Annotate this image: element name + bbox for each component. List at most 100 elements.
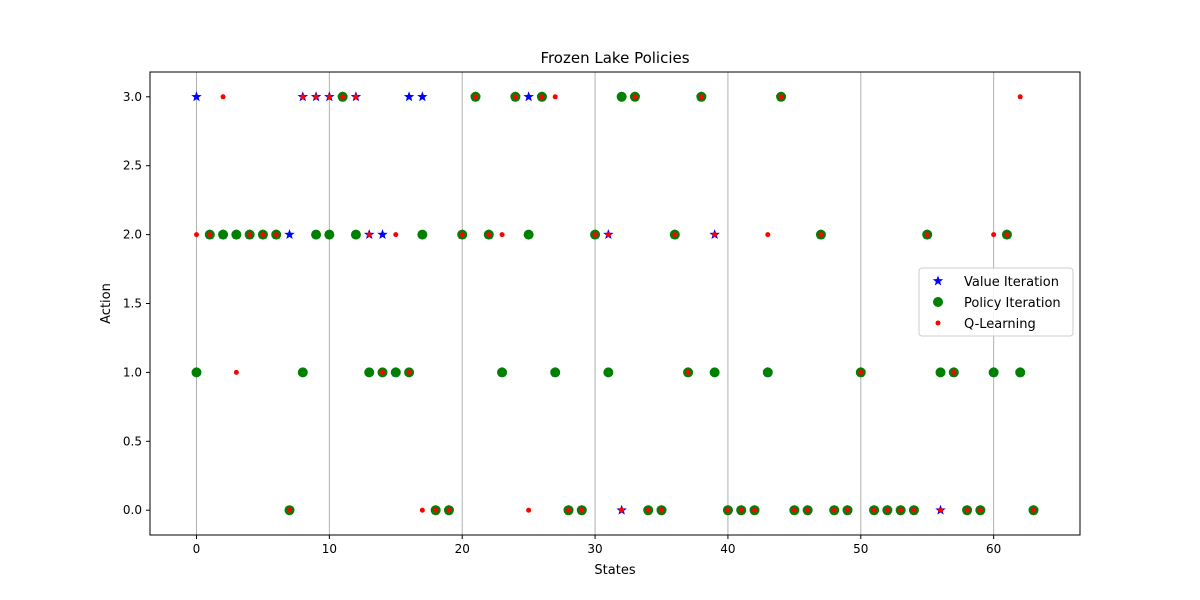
point-policy-iteration	[218, 229, 229, 240]
point-q-learning	[752, 507, 757, 513]
point-policy-iteration	[523, 229, 534, 240]
point-q-learning	[672, 232, 678, 238]
y-tick-label: 2.0	[123, 228, 142, 242]
point-q-learning	[765, 232, 771, 238]
point-q-learning	[605, 232, 611, 238]
point-q-learning	[645, 507, 651, 513]
point-q-learning	[1004, 232, 1010, 238]
point-q-learning	[1017, 94, 1023, 100]
point-policy-iteration	[191, 367, 202, 378]
y-tick-label: 2.5	[123, 159, 142, 173]
point-q-learning	[526, 507, 532, 513]
data-points	[191, 91, 1039, 516]
point-q-learning	[964, 507, 970, 513]
y-tick-label: 0.5	[123, 434, 142, 448]
x-tick-label: 40	[720, 542, 735, 556]
x-tick-label: 50	[853, 542, 868, 556]
point-policy-iteration	[709, 367, 720, 378]
point-policy-iteration	[390, 367, 401, 378]
y-tick-label: 1.0	[123, 365, 142, 379]
point-q-learning	[977, 507, 983, 513]
point-q-learning	[419, 507, 425, 513]
point-q-learning	[712, 232, 718, 238]
point-q-learning	[579, 507, 585, 513]
point-q-learning	[260, 232, 266, 238]
y-tick-label: 0.0	[123, 503, 142, 517]
point-q-learning	[778, 94, 784, 100]
point-value-iteration	[417, 91, 428, 102]
point-q-learning	[659, 507, 664, 513]
x-tick-label: 60	[986, 542, 1001, 556]
legend-label: Q-Learning	[964, 317, 1036, 332]
point-q-learning	[858, 369, 864, 375]
point-value-iteration	[284, 229, 295, 240]
point-policy-iteration	[603, 367, 614, 378]
point-policy-iteration	[311, 229, 322, 240]
point-q-learning	[632, 94, 638, 100]
point-policy-iteration	[297, 367, 308, 378]
point-q-learning	[207, 232, 213, 238]
point-value-iteration	[191, 91, 202, 102]
point-q-learning	[924, 232, 930, 238]
point-q-learning	[539, 94, 545, 100]
point-q-learning	[619, 507, 625, 513]
legend-item-q-learning: Q-Learning	[935, 317, 1036, 332]
point-q-learning	[366, 232, 372, 238]
point-q-learning	[406, 369, 412, 375]
series-q-learning	[194, 94, 1036, 513]
point-q-learning	[433, 507, 439, 513]
point-policy-iteration	[616, 91, 627, 102]
point-policy-iteration	[417, 229, 428, 240]
point-q-learning	[898, 507, 904, 513]
point-q-learning	[313, 94, 319, 100]
point-q-learning	[938, 507, 943, 513]
point-q-learning	[446, 507, 452, 513]
point-q-learning	[725, 507, 731, 513]
y-tick-label: 3.0	[123, 90, 142, 104]
point-q-learning	[340, 94, 346, 100]
point-value-iteration	[403, 91, 415, 102]
x-axis-title: States	[594, 563, 635, 578]
point-q-learning	[287, 507, 292, 513]
point-q-learning	[273, 232, 279, 238]
point-policy-iteration	[350, 229, 361, 240]
legend-marker-q-learning	[935, 320, 941, 326]
x-tick-label: 30	[587, 542, 602, 556]
point-q-learning	[592, 232, 598, 238]
legend-item-value-iteration: Value Iteration	[932, 275, 1059, 290]
point-q-learning	[220, 94, 226, 100]
point-q-learning	[552, 94, 558, 100]
x-tick-label: 0	[193, 542, 201, 556]
y-tick-label: 1.5	[123, 297, 142, 311]
point-q-learning	[791, 507, 797, 513]
point-q-learning	[818, 232, 824, 238]
point-q-learning	[951, 369, 957, 375]
x-tick-label: 10	[322, 542, 337, 556]
point-q-learning	[1031, 507, 1036, 513]
point-q-learning	[512, 94, 518, 100]
point-q-learning	[353, 94, 359, 100]
series-policy-iteration	[191, 91, 1039, 516]
point-policy-iteration	[497, 367, 508, 378]
point-policy-iteration	[324, 229, 335, 240]
legend-marker-policy-iteration	[933, 297, 943, 307]
point-value-iteration	[377, 229, 388, 240]
point-q-learning	[300, 94, 306, 100]
point-q-learning	[884, 507, 890, 513]
point-policy-iteration	[935, 367, 946, 378]
legend-marker-value-iteration	[932, 275, 944, 286]
point-policy-iteration	[1015, 367, 1026, 378]
point-q-learning	[486, 232, 492, 238]
series-value-iteration	[191, 91, 1039, 515]
point-policy-iteration	[364, 367, 375, 378]
point-value-iteration	[523, 91, 534, 102]
point-q-learning	[194, 232, 199, 238]
legend-box	[918, 267, 1074, 337]
legend-item-policy-iteration: Policy Iteration	[933, 296, 1061, 311]
point-q-learning	[566, 507, 571, 513]
point-policy-iteration	[231, 229, 242, 240]
point-q-learning	[233, 369, 239, 375]
point-q-learning	[393, 232, 399, 238]
point-q-learning	[911, 507, 917, 513]
